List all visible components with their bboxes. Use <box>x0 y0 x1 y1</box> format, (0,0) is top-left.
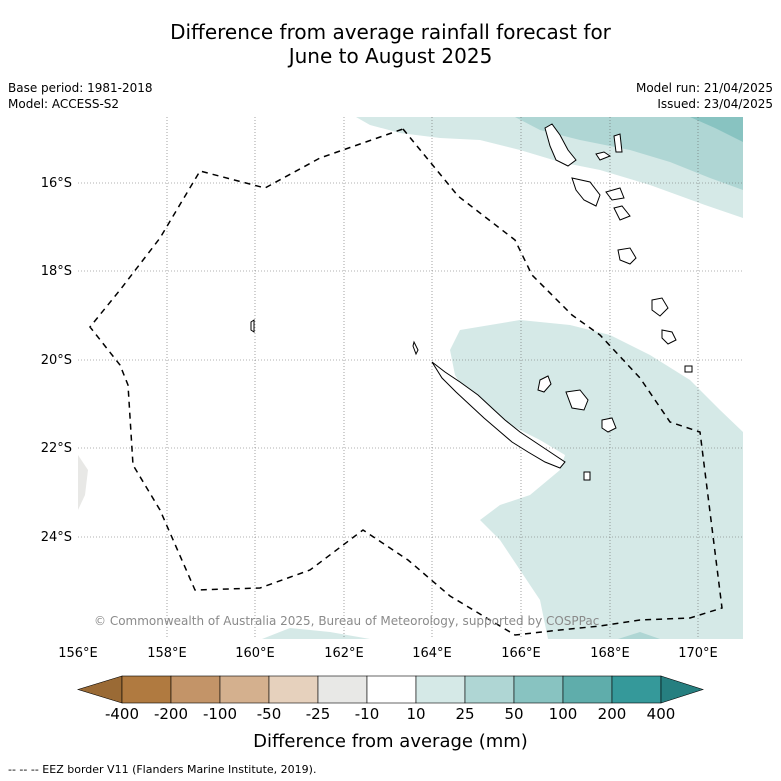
model-run-text: Model run: 21/04/2025 <box>635 81 773 95</box>
colorbar-tick-label: 100 <box>548 705 578 723</box>
ambrym-island <box>605 187 625 201</box>
eez-border <box>89 128 723 636</box>
colorbar-tick-label: -100 <box>202 705 238 723</box>
meta-left: Base period: 1981-2018 Model: ACCESS-S2 <box>8 80 153 112</box>
colorbar-title: Difference from average (mm) <box>253 731 528 752</box>
copyright-text: © Commonwealth of Australia 2025, Bureau… <box>94 614 600 628</box>
belep-island <box>412 340 419 356</box>
colorbar-segment <box>219 675 270 704</box>
lat-label-20s: 20°S <box>40 353 72 368</box>
colorbar-tick-label: -200 <box>153 705 189 723</box>
lon-label-160e: 160°E <box>235 646 275 661</box>
tanna-island <box>661 329 677 345</box>
colorbar-segment <box>366 675 417 704</box>
lat-label-22s: 22°S <box>40 441 72 456</box>
colorbar-tick-label: 25 <box>455 705 475 723</box>
mare-island <box>601 417 617 433</box>
eez-footnote: -- -- -- EEZ border V11 (Flanders Marine… <box>8 763 317 776</box>
issued-text: Issued: 23/04/2025 <box>657 97 773 111</box>
colorbar-segment <box>562 675 613 704</box>
lon-label-164e: 164°E <box>412 646 452 661</box>
colorbar <box>76 675 704 704</box>
lon-label-158e: 158°E <box>147 646 187 661</box>
meta-right: Model run: 21/04/2025 Issued: 23/04/2025 <box>636 80 773 112</box>
aneityum-island <box>684 365 693 373</box>
colorbar-segment <box>317 675 368 704</box>
lon-label-162e: 162°E <box>324 646 364 661</box>
efate-island <box>617 247 637 265</box>
lat-label-16s: 16°S <box>40 176 72 191</box>
colorbar-segment <box>611 675 662 704</box>
coastlines <box>250 123 693 481</box>
shade-50-100-north <box>690 117 743 142</box>
lon-label-156e: 156°E <box>58 646 98 661</box>
shade-25-50-north <box>515 117 743 190</box>
pentecost-island <box>613 133 623 153</box>
colorbar-segment <box>170 675 221 704</box>
colorbar-segment <box>121 675 172 704</box>
shade-25-50-south <box>618 632 660 639</box>
isle-of-pines <box>583 471 591 481</box>
espiritu-santo-island <box>544 123 577 167</box>
lon-label-166e: 166°E <box>501 646 541 661</box>
colorbar-tick-label: -50 <box>256 705 282 723</box>
colorbar-tick-label: -400 <box>104 705 140 723</box>
colorbar-tick-label: 50 <box>504 705 524 723</box>
chesterfield-islet <box>250 319 255 333</box>
colorbar-segment <box>513 675 564 704</box>
chart-title: Difference from average rainfall forecas… <box>0 20 781 68</box>
colorbar-segment <box>268 675 319 704</box>
ouvea-island <box>537 375 552 393</box>
colorbar-tick-label: -25 <box>305 705 331 723</box>
title-line-2: June to August 2025 <box>288 44 493 68</box>
model-text: Model: ACCESS-S2 <box>8 97 120 111</box>
epi-island <box>613 205 631 221</box>
colorbar-tick-label: 10 <box>406 705 426 723</box>
lon-label-168e: 168°E <box>590 646 630 661</box>
colorbar-tick-label: 200 <box>597 705 627 723</box>
lon-label-170e: 170°E <box>678 646 718 661</box>
colorbar-tick-label: -10 <box>354 705 380 723</box>
base-period-text: Base period: 1981-2018 <box>8 81 153 95</box>
lifou-island <box>565 389 589 411</box>
shade-10-25-south <box>262 628 370 639</box>
colorbar-segment <box>464 675 515 704</box>
gridlines <box>78 117 743 639</box>
maewo-island <box>595 151 612 161</box>
shade-neutral-west <box>78 455 88 510</box>
lat-label-18s: 18°S <box>40 264 72 279</box>
colorbar-tick-label: 400 <box>646 705 676 723</box>
erromango-island <box>651 297 669 317</box>
malakula-island <box>571 177 601 207</box>
lat-label-24s: 24°S <box>40 530 72 545</box>
colorbar-high-extend <box>660 675 704 704</box>
title-line-1: Difference from average rainfall forecas… <box>170 20 611 44</box>
rainfall-shading <box>78 117 743 639</box>
colorbar-low-extend <box>76 675 123 704</box>
new-caledonia-island <box>431 361 566 469</box>
colorbar-segment <box>415 675 466 704</box>
shade-10-25-central <box>450 320 743 639</box>
